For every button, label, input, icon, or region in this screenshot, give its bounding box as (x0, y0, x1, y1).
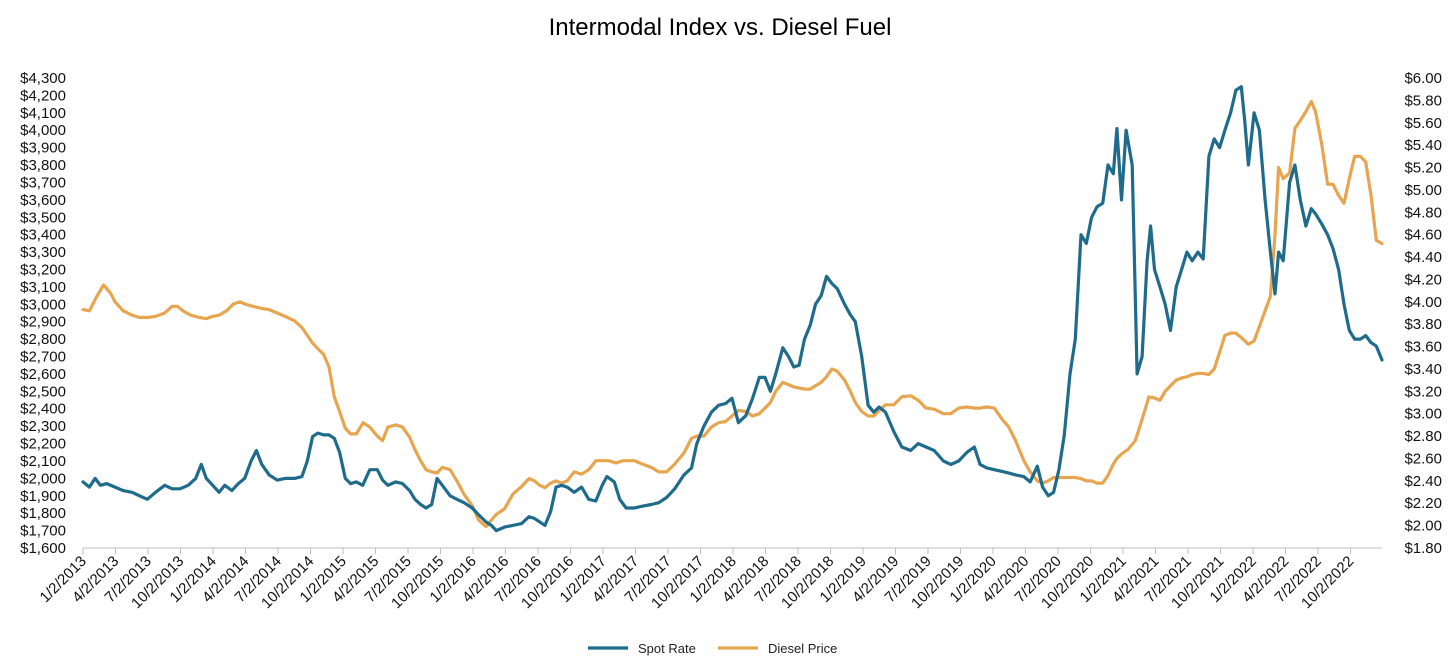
lines-layer (81, 85, 1384, 533)
y-left-tick-label: $4,300 (20, 70, 66, 87)
y-left-tick-label: $2,900 (20, 314, 66, 331)
y-left-tick-label: $2,800 (20, 331, 66, 348)
legend-label-spot-rate: Spot Rate (638, 641, 696, 656)
y-left-tick-label: $3,400 (20, 227, 66, 244)
y-right-tick-label: $4.00 (1404, 294, 1442, 311)
y-left-tick-label: $3,700 (20, 174, 66, 191)
y-right-tick-label: $2.80 (1404, 428, 1442, 445)
y-left-tick-label: $2,700 (20, 349, 66, 366)
y-left-tick-label: $2,500 (20, 383, 66, 400)
y-right-tick-label: $5.20 (1404, 160, 1442, 177)
spot-rate-line (81, 85, 1384, 533)
y-right-tick-label: $2.60 (1404, 450, 1442, 467)
legend: Spot Rate Diesel Price (588, 641, 837, 656)
y-right-tick-label: $5.80 (1404, 92, 1442, 109)
y-right-tick-label: $3.20 (1404, 383, 1442, 400)
y-left-tick-label: $3,000 (20, 296, 66, 313)
y-left-tick-label: $2,400 (20, 401, 66, 418)
y-right-tick-label: $3.00 (1404, 406, 1442, 423)
y-right-tick-label: $4.20 (1404, 271, 1442, 288)
y-left-tick-label: $4,000 (20, 122, 66, 139)
y-right-tick-label: $2.00 (1404, 518, 1442, 535)
y-right-tick-label: $3.80 (1404, 316, 1442, 333)
y-right-tick-label: $2.40 (1404, 473, 1442, 490)
y-right-tick-label: $1.80 (1404, 540, 1442, 557)
y-left-tick-label: $2,200 (20, 436, 66, 453)
y-left-tick-label: $1,900 (20, 488, 66, 505)
y-left-tick-label: $3,300 (20, 244, 66, 261)
y-left-tick-label: $3,900 (20, 140, 66, 157)
y-right-tick-label: $6.00 (1404, 70, 1442, 87)
y-right-tick-label: $4.40 (1404, 249, 1442, 266)
y-left-tick-label: $1,600 (20, 540, 66, 557)
y-right-tick-label: $5.40 (1404, 137, 1442, 154)
y-left-tick-label: $3,600 (20, 192, 66, 209)
chart-title: Intermodal Index vs. Diesel Fuel (549, 14, 892, 41)
y-left-tick-label: $3,100 (20, 279, 66, 296)
y-right-tick-label: $4.60 (1404, 227, 1442, 244)
y-left-tick-label: $2,300 (20, 418, 66, 435)
y-left-tick-label: $3,800 (20, 157, 66, 174)
y-left-tick-label: $4,200 (20, 87, 66, 104)
y-right-tick-label: $4.80 (1404, 204, 1442, 221)
y-left-tick-label: $3,500 (20, 209, 66, 226)
y-left-tick-label: $2,000 (20, 470, 66, 487)
y-right-tick-label: $5.60 (1404, 115, 1442, 132)
diesel-price-line (81, 99, 1384, 529)
y-left-tick-label: $1,800 (20, 505, 66, 522)
y-left-tick-label: $2,100 (20, 453, 66, 470)
legend-label-diesel-price: Diesel Price (768, 641, 837, 656)
y-right-tick-label: $5.00 (1404, 182, 1442, 199)
y-right-tick-label: $2.20 (1404, 495, 1442, 512)
y-right-tick-label: $3.60 (1404, 339, 1442, 356)
y-left-tick-label: $4,100 (20, 105, 66, 122)
y-right-tick-label: $3.40 (1404, 361, 1442, 378)
y-left-tick-label: $3,200 (20, 261, 66, 278)
y-left-tick-label: $1,700 (20, 523, 66, 540)
y-left-tick-label: $2,600 (20, 366, 66, 383)
